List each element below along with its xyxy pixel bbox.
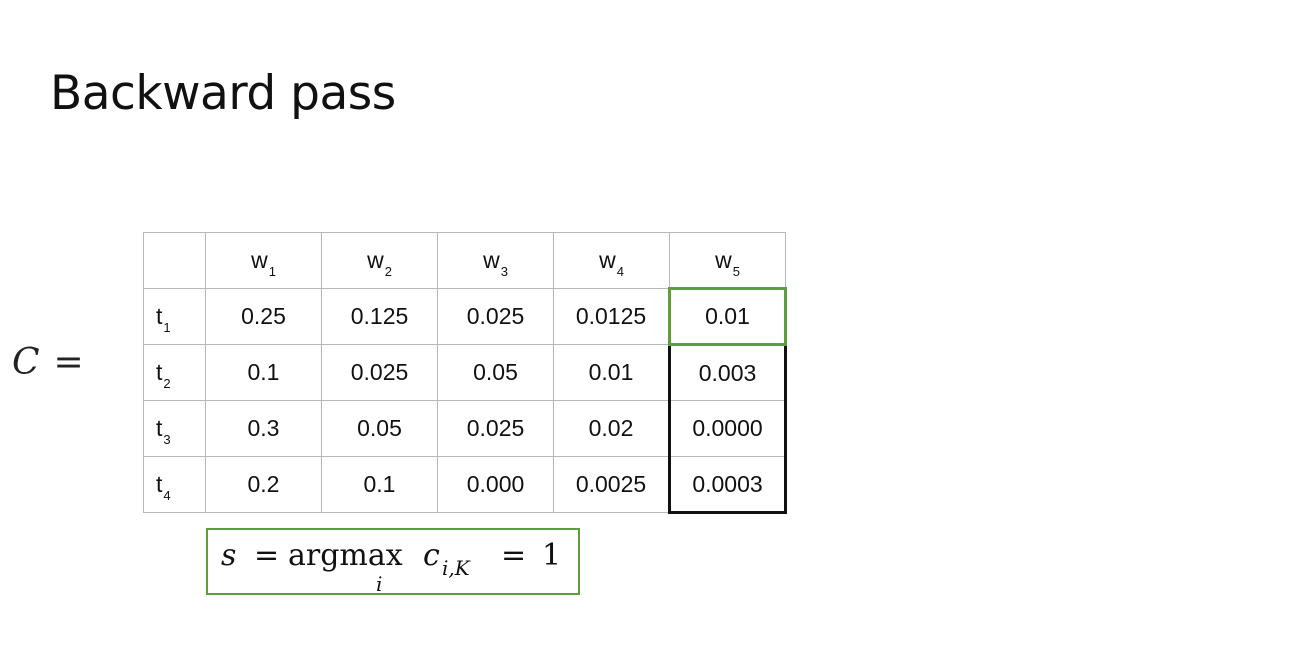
formula-equals: =	[254, 538, 280, 573]
formula-value: 1	[542, 538, 562, 573]
cost-matrix-table: w1 w2 w3 w4 w5 t1 0.25 0.125 0.025 0.012…	[143, 232, 787, 514]
table-cell: 0.0025	[553, 456, 670, 513]
table-cell: 0.0125	[553, 288, 670, 345]
formula-lhs: s	[221, 538, 237, 573]
column-header-w2: w2	[321, 232, 438, 289]
table-row: t2 0.1 0.025 0.05 0.01 0.003	[143, 344, 787, 401]
column-header-w3: w3	[437, 232, 554, 289]
table-header-row: w1 w2 w3 w4 w5	[143, 232, 786, 290]
table-cell: 0.3	[205, 400, 322, 457]
formula-operator: argmax	[288, 538, 403, 573]
row-header-t3: t3	[143, 400, 206, 457]
column-header-w1: w1	[205, 232, 322, 289]
argmax-formula-box: s = argmax i c i,K = 1	[206, 528, 580, 596]
table-cell: 0.025	[321, 344, 438, 401]
highlighted-start-cell: 0.01	[668, 287, 787, 346]
table-cell: 0.2	[205, 456, 322, 513]
formula-variable: c	[423, 538, 440, 573]
table-cell: 0.01	[553, 344, 670, 401]
table-cell: 0.000	[437, 456, 554, 513]
table-row: t1 0.25 0.125 0.025 0.0125 0.01	[143, 287, 787, 346]
highlighted-column-cell: 0.0000	[668, 400, 787, 457]
matrix-equals: =	[53, 342, 84, 383]
row-header-t2: t2	[143, 344, 206, 401]
table-cell: 0.025	[437, 288, 554, 345]
highlighted-column-cell: 0.0003	[668, 456, 787, 514]
formula-operator-subscript: i	[376, 572, 383, 596]
table-cell: 0.125	[321, 288, 438, 345]
table-cell: 0.25	[205, 288, 322, 345]
highlighted-column-cell: 0.003	[668, 344, 787, 401]
matrix-label: C =	[12, 342, 84, 383]
table-cell: 0.05	[321, 400, 438, 457]
row-header-t1: t1	[143, 288, 206, 345]
formula-equals-2: =	[501, 538, 527, 573]
column-header-w5: w5	[669, 232, 786, 290]
formula-variable-subscript: i,K	[442, 556, 470, 580]
row-header-t4: t4	[143, 456, 206, 513]
table-cell: 0.025	[437, 400, 554, 457]
table-cell: 0.05	[437, 344, 554, 401]
table-row: t4 0.2 0.1 0.000 0.0025 0.0003	[143, 456, 787, 514]
table-cell: 0.1	[205, 344, 322, 401]
matrix-symbol: C	[12, 342, 40, 383]
column-header-w4: w4	[553, 232, 670, 289]
corner-cell	[143, 232, 206, 289]
table-row: t3 0.3 0.05 0.025 0.02 0.0000	[143, 400, 787, 457]
table-cell: 0.02	[553, 400, 670, 457]
slide-title: Backward pass	[50, 66, 396, 121]
table-cell: 0.1	[321, 456, 438, 513]
